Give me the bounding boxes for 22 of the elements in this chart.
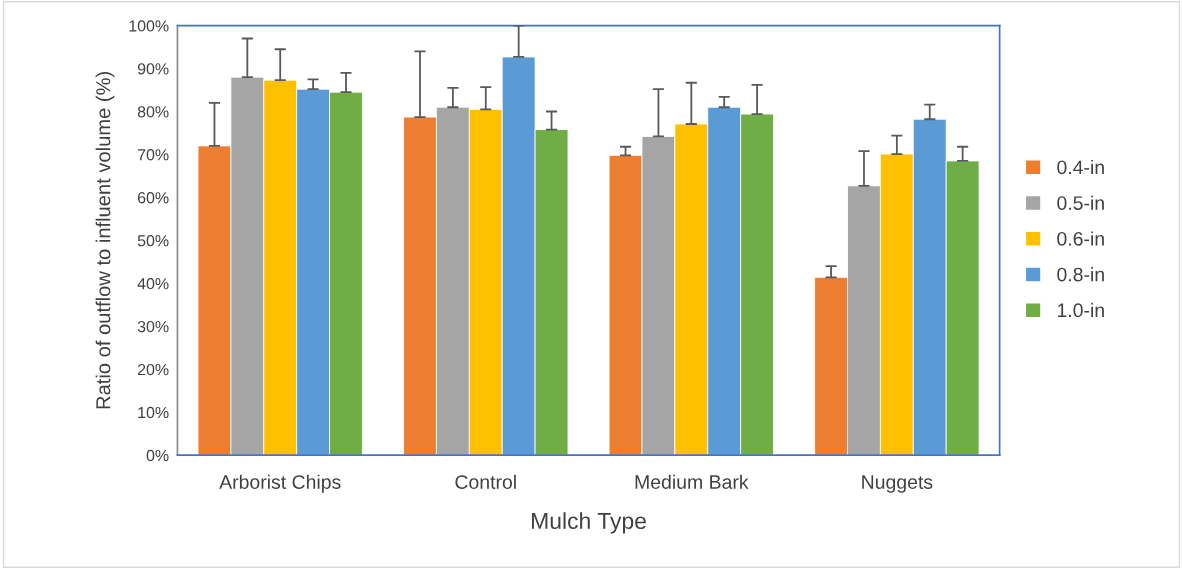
y-tick-label: 60% xyxy=(137,192,169,204)
x-tick-label: Nuggets xyxy=(862,475,933,493)
legend-label: 1.0-in xyxy=(1057,302,1104,318)
x-tick-label: Arborist Chips xyxy=(219,474,341,493)
legend-label: 0.4-in xyxy=(1057,159,1104,175)
legend-label: 0.6-in xyxy=(1057,231,1104,246)
x-tick-label: Control xyxy=(455,474,516,489)
y-tick-label: 30% xyxy=(137,320,169,333)
legend-label: 0.5-in xyxy=(1057,195,1104,210)
y-tick-label: 10% xyxy=(138,406,169,419)
y-tick-label: 80% xyxy=(137,106,169,118)
y-tick-label: 90% xyxy=(137,63,169,75)
y-tick-label: 70% xyxy=(137,149,169,161)
y-tick-label: 0% xyxy=(146,449,169,462)
y-tick-label: 100% xyxy=(129,20,169,32)
x-axis-title: Mulch Type xyxy=(532,512,646,534)
y-axis-title: Ratio of outflow to influent volume (%) xyxy=(95,72,115,409)
y-tick-label: 20% xyxy=(137,363,169,376)
y-tick-label: 40% xyxy=(137,278,169,290)
x-tick-label: Medium Bark xyxy=(635,474,749,489)
y-tick-label: 50% xyxy=(137,235,169,247)
legend-label: 0.8-in xyxy=(1057,267,1104,282)
